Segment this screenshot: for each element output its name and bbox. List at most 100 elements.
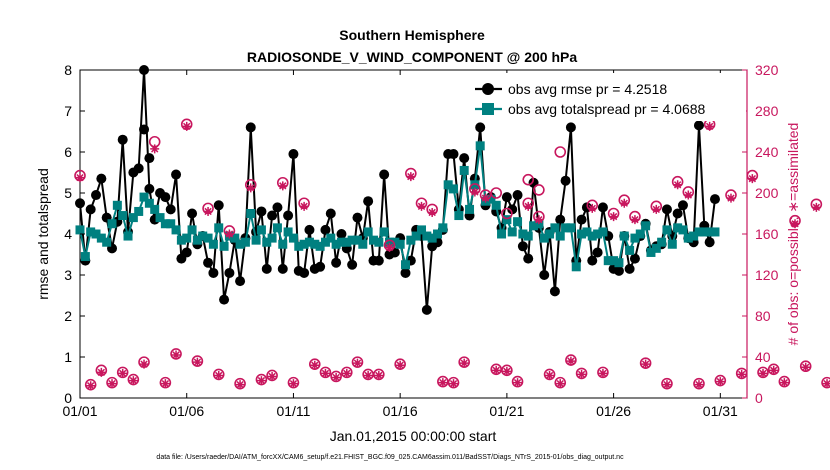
spread-point — [192, 235, 202, 245]
spread-point — [630, 233, 640, 243]
rmse-point — [352, 212, 363, 223]
assimilated-obs-point — [523, 201, 533, 211]
spread-point — [470, 180, 480, 190]
spread-point — [75, 225, 85, 235]
spread-point — [331, 239, 341, 249]
rmse-point — [256, 206, 267, 217]
rmse-point — [672, 208, 683, 219]
rmse-point — [400, 267, 411, 278]
assimilated-obs-point — [374, 370, 384, 380]
rmse-point — [363, 196, 374, 207]
rmse-point — [261, 263, 272, 274]
rmse-point — [224, 267, 235, 278]
spread-point — [433, 229, 443, 239]
possible-obs-point — [554, 146, 567, 158]
spread-point — [91, 229, 101, 239]
spread-point — [267, 233, 277, 243]
rmse-point — [629, 253, 640, 264]
spread-point — [438, 223, 448, 233]
assimilated-obs-point — [566, 356, 576, 366]
spread-point — [384, 237, 394, 247]
spread-point — [662, 225, 672, 235]
spread-point — [278, 239, 288, 249]
assimilated-obs-point — [384, 242, 394, 252]
spread-point — [102, 237, 112, 247]
spread-point — [379, 227, 389, 237]
rmse-point — [245, 122, 256, 133]
spread-point — [123, 231, 133, 241]
assimilated-obs-point — [139, 359, 149, 369]
assimilated-obs-point — [769, 365, 779, 375]
rmse-point — [347, 259, 358, 270]
spread-point — [577, 229, 587, 239]
spread-point — [198, 231, 208, 241]
rmse-point — [299, 267, 310, 278]
rmse-point — [139, 124, 150, 135]
spread-point — [150, 204, 160, 214]
assimilated-obs-point — [811, 202, 821, 212]
rmse-point — [613, 265, 624, 276]
rmse-point — [139, 65, 150, 75]
assimilated-obs-point — [128, 376, 138, 386]
spread-point — [539, 233, 549, 243]
spread-point — [427, 233, 437, 243]
spread-point — [134, 206, 144, 216]
x-tick-label: 01/06 — [169, 403, 204, 419]
assimilated-obs-point — [481, 193, 491, 203]
spread-point — [390, 237, 400, 247]
spread-point — [497, 229, 507, 239]
rmse-point — [203, 257, 214, 268]
assimilated-obs-point — [662, 380, 672, 390]
series-group — [75, 121, 830, 391]
spread-point — [475, 141, 485, 151]
rmse-point — [96, 173, 107, 184]
spread-point — [160, 219, 170, 229]
rmse-point — [507, 204, 518, 215]
spread-point — [582, 227, 592, 237]
assimilated-obs-point — [790, 219, 800, 229]
spread-point — [230, 233, 240, 243]
assimilated-obs-point — [715, 377, 725, 387]
assimilated-obs-point — [107, 379, 117, 389]
spread-point — [619, 231, 629, 241]
assimilated-obs-point — [513, 378, 523, 388]
y-tick-label: 6 — [64, 144, 72, 160]
spread-point — [518, 229, 528, 239]
assimilated-obs-point — [203, 206, 213, 216]
spread-point — [251, 235, 261, 245]
rmse-point — [331, 257, 342, 268]
spread-point — [336, 237, 346, 247]
spread-point — [400, 260, 410, 270]
possible-obs-point — [522, 173, 535, 186]
rmse-point — [459, 153, 470, 164]
x-axis-label: Jan.01,2015 00:00:00 start — [330, 428, 497, 444]
rmse-point — [555, 214, 566, 225]
y-tick-label: 4 — [64, 226, 72, 242]
spread-point — [176, 235, 186, 245]
rmse-point — [624, 263, 635, 274]
assimilated-obs-point — [747, 174, 757, 184]
spread-point — [614, 258, 624, 268]
rmse-point — [304, 224, 315, 235]
spread-point — [593, 229, 603, 239]
rmse-point — [517, 241, 528, 252]
spread-point — [342, 237, 352, 247]
spread-point — [422, 231, 432, 241]
rmse-point — [288, 149, 299, 160]
x-tick-label: 01/26 — [596, 403, 631, 419]
assimilated-obs-point — [630, 215, 640, 225]
assimilated-obs-point — [545, 370, 555, 380]
spread-point — [523, 231, 533, 241]
rmse-point — [448, 149, 459, 160]
possible-obs-point — [501, 207, 513, 220]
rmse-point — [576, 214, 587, 225]
rmse-point — [709, 194, 720, 205]
spread-point — [555, 231, 565, 241]
y2-tick-label: 200 — [755, 185, 779, 201]
assimilated-obs-point — [737, 369, 747, 379]
rmse-point — [565, 122, 576, 133]
spread-point — [635, 229, 645, 239]
spread-point — [646, 247, 656, 257]
rmse-point — [421, 304, 432, 315]
